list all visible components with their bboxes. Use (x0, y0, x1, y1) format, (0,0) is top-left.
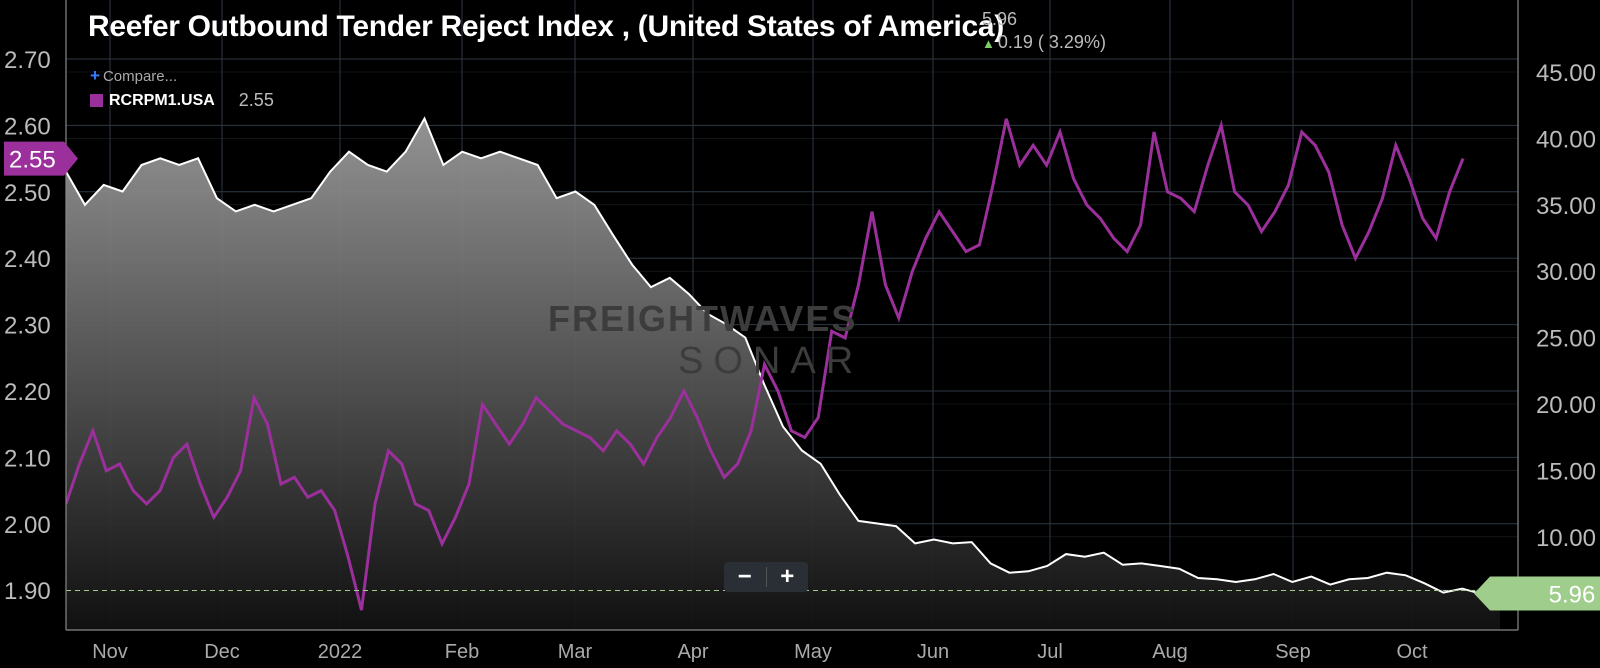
legend-series-name: RCRPM1.USA (109, 91, 215, 109)
right-axis-tick-label: 10.00 (1536, 525, 1596, 552)
up-arrow-icon: ▲ (982, 36, 995, 51)
right-value-tag (1474, 576, 1600, 611)
last-value: 5.96 (982, 9, 1018, 29)
compare-label: Compare... (102, 68, 178, 85)
left-axis-tick-label: 2.10 (4, 445, 51, 472)
legend-swatch (90, 94, 103, 107)
x-tick-label: Aug (1152, 641, 1188, 663)
left-axis-tick-label: 2.60 (4, 113, 51, 140)
x-tick-label: Jul (1037, 641, 1063, 663)
right-axis-tick-label: 20.00 (1536, 392, 1596, 419)
right-axis-tick-label: 25.00 (1536, 326, 1596, 353)
compare-button[interactable]: + Compare... (90, 66, 177, 86)
x-tick-label: Oct (1396, 641, 1428, 663)
zoom-divider (765, 567, 767, 587)
left-axis-tick-label: 2.50 (4, 180, 51, 207)
right-axis-tick-label: 15.00 (1536, 458, 1596, 485)
x-tick-label: Sep (1275, 641, 1311, 663)
plus-icon: + (90, 66, 100, 85)
zoom-control: − + (724, 562, 808, 592)
axes: Nov Dec 2022 Feb Mar Apr May Jun Jul Aug Sep Oct 1.9… (4, 0, 1596, 663)
x-tick-label: Jun (917, 641, 949, 663)
x-tick-label: Dec (204, 641, 240, 663)
change-value: 0.19 ( 3.29%) (997, 32, 1106, 52)
left-axis-tick-label: 1.90 (4, 578, 51, 605)
left-axis-tick-label: 2.00 (4, 512, 51, 539)
left-axis-tick-label: 2.70 (4, 47, 51, 74)
x-tick-label: May (794, 641, 832, 663)
right-axis-tick-label: 35.00 (1536, 193, 1596, 220)
legend-series-value: 2.55 (238, 90, 274, 110)
watermark-logo: FREIGHTWAVES (548, 298, 858, 339)
change-readout: ▲ 0.19 ( 3.29%) (982, 32, 1106, 53)
series-lines (66, 116, 1518, 611)
x-tick-label: Mar (558, 641, 593, 663)
right-axis-tick-label: 45.00 (1536, 60, 1596, 87)
zoom-in-button[interactable]: + (780, 563, 795, 590)
right-axis-tick-label: 40.00 (1536, 126, 1596, 153)
zoom-out-button[interactable]: − (737, 563, 752, 590)
x-tick-label: Nov (92, 641, 128, 663)
watermark-sonar: SONAR (678, 340, 864, 382)
reject-index-line (66, 116, 1501, 595)
right-axis-tick-label: 30.00 (1536, 259, 1596, 286)
left-axis-tick-label: 2.30 (4, 313, 51, 340)
reject-index-area (66, 118, 1500, 630)
value-tags: 2.55 5.96 (4, 141, 1600, 611)
right-value-tag-label: 5.96 (1549, 581, 1596, 608)
area-fill (66, 118, 1500, 630)
left-value-tag (4, 141, 78, 176)
left-axis-tick-label: 2.20 (4, 379, 51, 406)
x-tick-label: Apr (677, 641, 708, 663)
x-tick-label: Feb (445, 641, 479, 663)
chart-title: Reefer Outbound Tender Reject Index , (U… (88, 10, 1004, 43)
left-value-tag-label: 2.55 (9, 147, 56, 174)
legend-item[interactable]: RCRPM1.USA 2.55 (90, 90, 274, 111)
left-axis-tick-label: 2.40 (4, 246, 51, 273)
rcrpm1-line (66, 118, 1465, 611)
x-tick-label: 2022 (318, 641, 363, 663)
